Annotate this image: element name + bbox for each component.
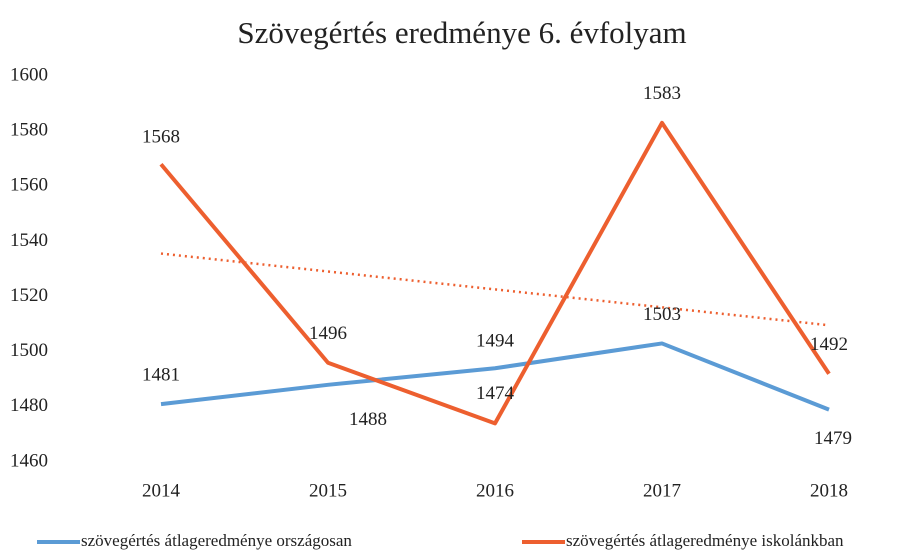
x-tick-label: 2017: [643, 480, 681, 501]
y-tick-label: 1540: [10, 230, 48, 251]
data-label: 1496: [309, 323, 347, 344]
x-tick-label: 2015: [309, 480, 347, 501]
legend-label: szövegértés átlageredménye országosan: [81, 531, 352, 550]
data-label: 1494: [476, 331, 515, 352]
legend-label: szövegértés átlageredménye iskolánkban: [566, 531, 844, 550]
line-series: [159, 120, 831, 426]
data-label: 1503: [643, 304, 681, 325]
data-label: 1479: [814, 428, 852, 449]
line-series: [160, 341, 830, 412]
data-label: 1481: [142, 364, 180, 385]
y-tick-label: 1500: [10, 340, 48, 361]
x-tick-label: 2016: [476, 480, 514, 501]
y-tick-label: 1580: [10, 120, 48, 141]
data-label: 1492: [810, 334, 848, 355]
y-tick-label: 1600: [10, 64, 48, 85]
chart-title: Szövegértés eredménye 6. évfolyam: [237, 15, 686, 50]
trendline: [160, 252, 830, 327]
y-tick-label: 1460: [10, 450, 48, 471]
y-tick-label: 1560: [10, 175, 48, 196]
y-tick-label: 1520: [10, 285, 48, 306]
data-label: 1568: [142, 127, 180, 148]
data-label: 1488: [349, 409, 387, 430]
data-label: 1474: [476, 383, 515, 404]
x-tick-label: 2018: [810, 480, 848, 501]
y-tick-label: 1480: [10, 395, 48, 416]
x-tick-label: 2014: [142, 480, 181, 501]
data-label: 1583: [643, 83, 681, 104]
